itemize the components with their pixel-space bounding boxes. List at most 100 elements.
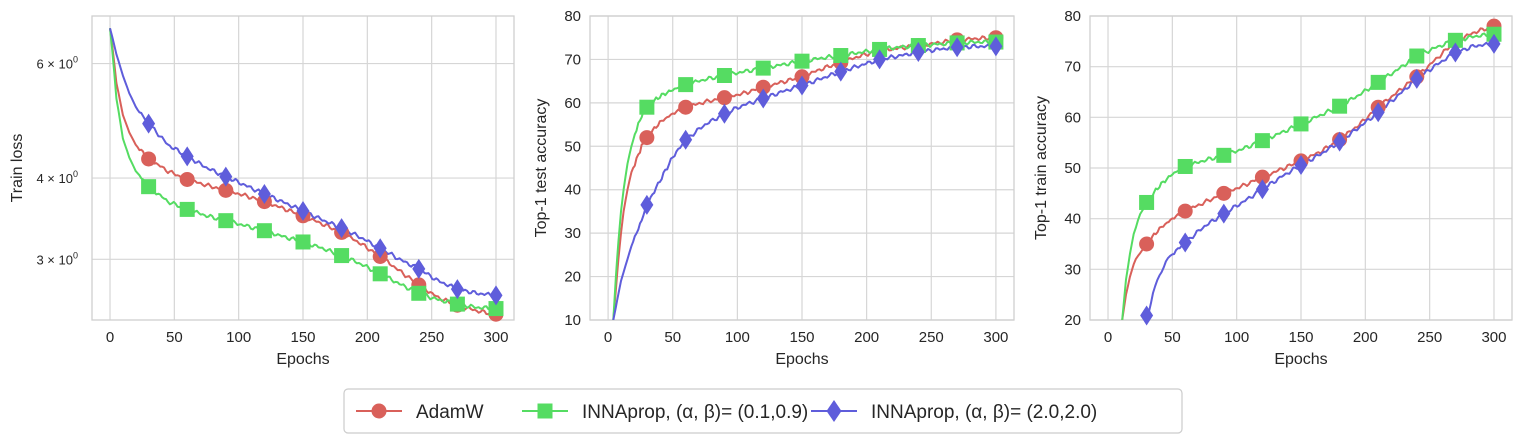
x-tick-label: 150 — [789, 329, 814, 346]
y-tick-label: 3 × 100 — [36, 250, 78, 267]
y-tick-label: 70 — [1064, 59, 1081, 76]
data-point-innaprop-2.0-2.0 — [640, 194, 654, 215]
data-point-innaprop-0.1-0.9 — [1447, 32, 1463, 48]
y-tick-label: 60 — [564, 95, 581, 112]
data-point-adamw — [1177, 203, 1193, 219]
plot-frame — [589, 15, 1015, 321]
train-loss-chart: 0 50 100 150 200 250 300 6 × 100 4 × 100 3 × 100 E… — [9, 15, 515, 368]
x-tick-label: 200 — [854, 329, 879, 346]
data-point-adamw — [1216, 185, 1232, 201]
y-tick-label: 80 — [1064, 8, 1081, 25]
data-point-innaprop-0.1-0.9 — [1216, 147, 1232, 163]
data-point-adamw — [678, 99, 694, 115]
y-axis-label: Top-1 test accuracy — [533, 99, 550, 238]
x-tick-label: 300 — [1481, 329, 1506, 346]
x-tick-label: 250 — [919, 329, 944, 346]
data-point-innaprop-0.1-0.9 — [218, 213, 234, 229]
y-tick-label: 20 — [564, 269, 581, 286]
data-point-innaprop-0.1-0.9 — [1293, 116, 1309, 132]
data-point-innaprop-2.0-2.0 — [296, 200, 310, 221]
data-point-innaprop-0.1-0.9 — [488, 301, 504, 317]
x-tick-label: 150 — [290, 329, 315, 346]
x-tick-label: 200 — [355, 329, 380, 346]
y-tick-label: 70 — [564, 51, 581, 68]
data-point-innaprop-0.1-0.9 — [1139, 194, 1155, 210]
data-point-innaprop-2.0-2.0 — [679, 129, 693, 150]
data-point-innaprop-2.0-2.0 — [1294, 154, 1308, 175]
y-tick-label: 40 — [1064, 211, 1081, 228]
x-tick-label: 100 — [226, 329, 251, 346]
train-accuracy-chart: 0 50 100 150 200 250 300 20 30 40 50 60 70 80 Epochs To… — [1033, 8, 1513, 368]
data-point-innaprop-2.0-2.0 — [1217, 203, 1231, 224]
data-point-innaprop-2.0-2.0 — [795, 75, 809, 96]
data-point-innaprop-2.0-2.0 — [1178, 232, 1192, 253]
y-tick-label: 20 — [1064, 312, 1081, 329]
y-tick-label: 40 — [564, 182, 581, 199]
data-point-innaprop-0.1-0.9 — [256, 223, 272, 239]
data-point-innaprop-0.1-0.9 — [1370, 74, 1386, 90]
y-tick-label: 60 — [1064, 109, 1081, 126]
data-point-innaprop-0.1-0.9 — [833, 48, 849, 64]
data-point-innaprop-2.0-2.0 — [373, 238, 387, 259]
data-point-innaprop-2.0-2.0 — [219, 166, 233, 187]
y-tick-label: 80 — [564, 8, 581, 25]
data-point-adamw — [1254, 169, 1270, 185]
legend-marker-adamw — [371, 403, 387, 419]
data-point-innaprop-2.0-2.0 — [1410, 68, 1424, 89]
x-axis-label: Epochs — [1274, 351, 1327, 368]
data-point-adamw — [218, 182, 234, 198]
legend-label-innaprop-0.1-0.9: INNAprop, (α, β)= (0.1,0.9) — [582, 402, 808, 423]
data-point-innaprop-2.0-2.0 — [717, 103, 731, 124]
data-point-adamw — [1139, 236, 1155, 252]
legend: AdamW INNAprop, (α, β)= (0.1,0.9) INNAprop… — [343, 388, 1183, 434]
x-tick-label: 300 — [983, 329, 1008, 346]
data-point-innaprop-2.0-2.0 — [834, 61, 848, 82]
data-point-innaprop-0.1-0.9 — [794, 53, 810, 69]
data-point-innaprop-0.1-0.9 — [678, 77, 694, 93]
y-tick-label: 50 — [564, 138, 581, 155]
x-tick-label: 50 — [166, 329, 183, 346]
series-line-innaprop-0.1-0.9 — [1121, 32, 1495, 320]
data-point-innaprop-0.1-0.9 — [1254, 133, 1270, 149]
legend-marker-innaprop-2.0-2.0 — [826, 400, 842, 422]
x-tick-label: 50 — [664, 329, 681, 346]
plot-frame — [1089, 15, 1513, 321]
y-tick-label: 10 — [564, 312, 581, 329]
data-point-innaprop-2.0-2.0 — [450, 279, 464, 300]
y-axis-label: Train loss — [9, 134, 26, 203]
data-point-innaprop-2.0-2.0 — [142, 113, 156, 134]
data-point-innaprop-0.1-0.9 — [449, 296, 465, 312]
x-tick-label: 300 — [483, 329, 508, 346]
data-point-innaprop-2.0-2.0 — [1333, 131, 1347, 152]
data-point-innaprop-0.1-0.9 — [1409, 48, 1425, 64]
x-tick-label: 250 — [1417, 329, 1442, 346]
y-tick-label: 4 × 100 — [36, 169, 78, 186]
data-point-adamw — [141, 151, 157, 167]
data-point-innaprop-2.0-2.0 — [412, 258, 426, 279]
data-point-innaprop-0.1-0.9 — [179, 201, 195, 217]
x-tick-label: 0 — [106, 329, 114, 346]
data-point-innaprop-0.1-0.9 — [372, 266, 388, 282]
legend-label-innaprop-2.0-2.0: INNAprop, (α, β)= (2.0,2.0) — [871, 402, 1097, 423]
data-point-innaprop-2.0-2.0 — [873, 49, 887, 70]
x-tick-label: 0 — [604, 329, 612, 346]
data-point-innaprop-2.0-2.0 — [489, 285, 503, 306]
y-tick-label: 50 — [1064, 160, 1081, 177]
x-axis-label: Epochs — [775, 351, 828, 368]
data-point-adamw — [755, 79, 771, 95]
data-point-innaprop-2.0-2.0 — [950, 37, 964, 58]
data-point-innaprop-2.0-2.0 — [1140, 305, 1154, 326]
data-point-innaprop-2.0-2.0 — [1487, 33, 1501, 54]
test-accuracy-chart: 0 50 100 150 200 250 300 10 20 30 40 50 60 70 80 Epochs… — [533, 8, 1015, 368]
legend-label-adamw: AdamW — [416, 402, 484, 423]
data-point-innaprop-2.0-2.0 — [911, 42, 925, 63]
x-axis-label: Epochs — [276, 351, 329, 368]
data-point-innaprop-0.1-0.9 — [141, 179, 157, 195]
data-point-innaprop-2.0-2.0 — [989, 36, 1003, 57]
data-point-innaprop-0.1-0.9 — [1177, 158, 1193, 174]
y-tick-label: 6 × 100 — [36, 55, 78, 72]
x-tick-label: 100 — [1224, 329, 1249, 346]
data-point-innaprop-0.1-0.9 — [334, 248, 350, 264]
y-axis-label: Top-1 train accuracy — [1033, 96, 1050, 240]
